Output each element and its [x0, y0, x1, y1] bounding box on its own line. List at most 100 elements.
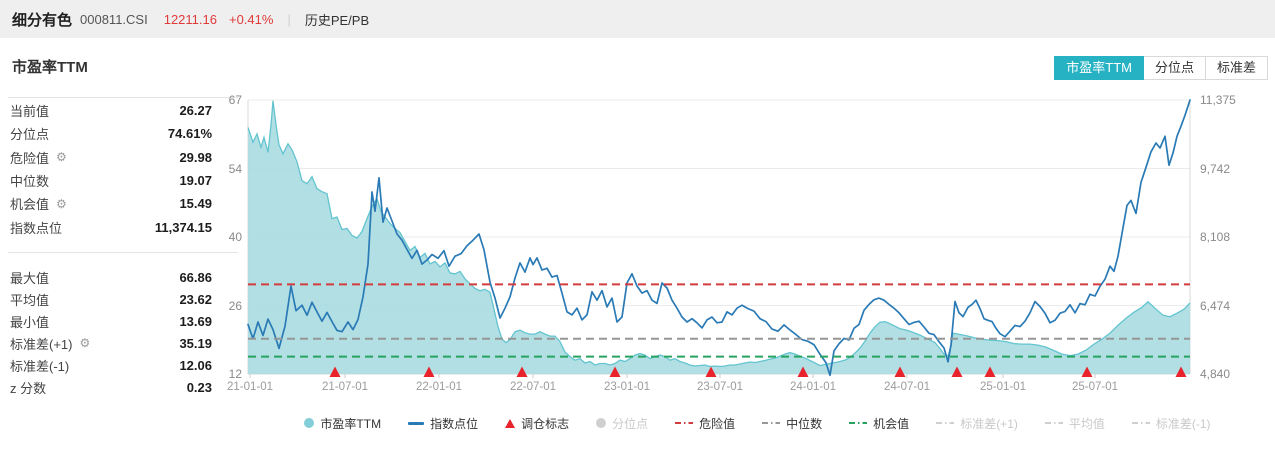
stat-label-std-minus1: 标准差(-1) [10, 358, 70, 374]
legend-label: 平均值 [1068, 416, 1105, 431]
stat-value-min-value: 13.69 [179, 313, 212, 329]
legend-item-opportunity-value[interactable]: 机会值 [849, 415, 909, 432]
legend-circle-icon [304, 418, 315, 428]
legend-item-median[interactable]: 中位数 [762, 415, 822, 432]
top-bar: 细分有色 000811.CSI 12211.16 +0.41% | 历史PE/P… [0, 0, 1275, 38]
stat-label-median: 中位数 [10, 174, 50, 190]
divider-top [8, 97, 238, 98]
stat-row-min-value: 最小值 13.69 [10, 310, 212, 332]
y-axis-tick-right: 9,742 [1200, 161, 1231, 176]
stat-label-current-value: 当前值 [10, 104, 50, 120]
legend-item-percentile[interactable]: 分位点 [596, 415, 648, 432]
rebalance-marker-icon[interactable] [516, 366, 528, 378]
tab-pe-ttm[interactable]: 市盈率TTM [1054, 56, 1144, 80]
stat-label-percentile: 分位点 [10, 127, 50, 143]
rebalance-marker-icon[interactable] [329, 366, 341, 378]
stat-label-opportunity-value: 机会值 ⚙ [10, 196, 67, 213]
index-code: 000811.CSI [80, 11, 148, 27]
x-axis-tick: 21-01-01 [226, 381, 274, 393]
legend-item-std-plus1[interactable]: 标准差(+1) [936, 415, 1018, 432]
rebalance-marker-icon[interactable] [705, 366, 717, 378]
x-axis-tick: 23-07-01 [696, 381, 744, 393]
x-axis-tick: 22-01-01 [415, 381, 463, 393]
rebalance-marker-icon[interactable] [609, 366, 621, 378]
legend-label: 指数点位 [430, 416, 479, 431]
gear-icon[interactable]: ⚙ [56, 196, 67, 211]
tab-std-dev[interactable]: 标准差 [1204, 56, 1268, 80]
line-series-index-points [247, 99, 1191, 377]
stat-value-z-score: 0.23 [186, 379, 212, 395]
legend-item-danger-value[interactable]: 危险值 [675, 415, 735, 432]
divider-middle [8, 252, 238, 253]
y-axis-tick-left: 12 [228, 367, 242, 381]
index-change: +0.41% [228, 11, 274, 27]
legend-label: 标准差(+1) [960, 416, 1018, 431]
rebalance-marker-icon[interactable] [1175, 366, 1187, 378]
stat-value-median: 19.07 [179, 173, 212, 189]
rebalance-marker-icon[interactable] [797, 366, 809, 378]
stat-value-index-points: 11,374.15 [154, 219, 212, 235]
y-axis-tick-right: 8,108 [1200, 230, 1231, 244]
tab-group: 市盈率TTM 分位点 标准差 [1054, 56, 1268, 80]
legend-item-pe-ttm[interactable]: 市盈率TTM [304, 415, 381, 432]
stats-panel-bottom: 最大值 66.86 平均值 23.62 最小值 13.69 标准差(+1) ⚙ 35.19 标准差… [10, 266, 212, 398]
rebalance-marker-icon[interactable] [423, 366, 435, 378]
chart-legend: 市盈率TTM 指数点位 调仓标志 分位点 危险值 中位数 机会值 标准差(+1) 平均值 标准差(… [250, 411, 1265, 435]
tab-percentile[interactable]: 分位点 [1142, 56, 1206, 80]
y-axis-tick-left: 26 [228, 298, 242, 313]
legend-item-std-minus1[interactable]: 标准差(-1) [1131, 415, 1211, 432]
y-axis-tick-left: 54 [228, 161, 242, 176]
stat-label-min-value: 最小值 [10, 314, 50, 330]
rebalance-marker-icon[interactable] [951, 366, 963, 378]
rebalance-marker-icon[interactable] [1081, 366, 1093, 378]
y-axis-tick-right: 4,840 [1200, 367, 1231, 381]
nav-history-pe-pb[interactable]: 历史PE/PB [304, 12, 370, 28]
legend-label: 中位数 [786, 416, 823, 431]
legend-label: 危险值 [699, 416, 736, 431]
y-axis-tick-left: 67 [228, 93, 242, 107]
legend-circle-icon [596, 418, 607, 428]
legend-dash-icon [762, 422, 781, 424]
stat-value-current-value: 26.27 [179, 103, 212, 119]
stat-row-opportunity-value: 机会值 ⚙ 15.49 [10, 192, 212, 215]
legend-label: 分位点 [612, 416, 649, 431]
pe-chart-canvas[interactable] [247, 99, 1191, 378]
stat-row-std-plus1: 标准差(+1) ⚙ 35.19 [10, 332, 212, 354]
stat-value-percentile: 74.61% [167, 126, 212, 142]
stat-row-mean-value: 平均值 23.62 [10, 288, 212, 310]
page-title: 市盈率TTM [12, 59, 88, 76]
legend-dash-icon [1044, 422, 1063, 424]
stat-value-opportunity-value: 15.49 [179, 196, 212, 212]
legend-label: 市盈率TTM [320, 416, 382, 431]
legend-triangle-icon [505, 418, 516, 428]
stat-label-max-value: 最大值 [10, 270, 50, 286]
legend-item-mean-value[interactable]: 平均值 [1044, 415, 1105, 432]
rebalance-marker-icon[interactable] [894, 366, 906, 378]
gear-icon[interactable]: ⚙ [56, 150, 67, 165]
stat-row-danger-value: 危险值 ⚙ 29.98 [10, 146, 212, 169]
stat-row-median: 中位数 19.07 [10, 169, 212, 192]
x-axis-tick: 22-07-01 [509, 381, 557, 393]
stat-row-std-minus1: 标准差(-1) 12.06 [10, 354, 212, 376]
x-axis-tick: 24-01-01 [789, 381, 837, 393]
legend-line-icon [408, 421, 425, 425]
stat-label-mean-value: 平均值 [10, 292, 50, 308]
index-price: 12211.16 [163, 11, 217, 27]
stat-row-max-value: 最大值 66.86 [10, 266, 212, 288]
legend-dash-icon [1131, 422, 1150, 424]
legend-item-rebalance-marker[interactable]: 调仓标志 [505, 415, 569, 432]
x-axis-tick: 21-07-01 [321, 381, 369, 393]
y-axis-tick-right: 6,474 [1200, 298, 1231, 313]
stat-row-index-points: 指数点位 11,374.15 [10, 215, 212, 238]
y-axis-tick-right: 11,375 [1200, 93, 1236, 107]
legend-item-index-points[interactable]: 指数点位 [408, 415, 478, 432]
legend-dash-icon [675, 422, 694, 424]
stat-row-current-value: 当前值 26.27 [10, 99, 212, 122]
stat-label-index-points: 指数点位 [10, 220, 63, 236]
area-series-pe-ttm [248, 100, 1190, 374]
stat-value-max-value: 66.86 [179, 269, 212, 285]
stat-value-std-minus1: 12.06 [179, 357, 212, 373]
rebalance-marker-icon[interactable] [984, 366, 996, 378]
gear-icon[interactable]: ⚙ [79, 336, 91, 350]
legend-dash-icon [849, 422, 868, 424]
